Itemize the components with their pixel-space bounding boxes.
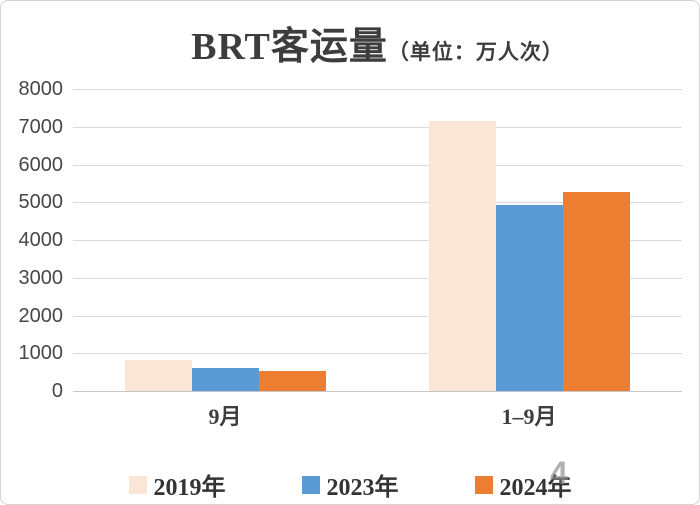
legend-label: 2023年 [326, 475, 399, 501]
bar-2024年-9月 [259, 371, 326, 391]
gridline [73, 278, 682, 279]
legend-item-2023年: 2023年 [301, 467, 399, 502]
chart-title-unit: （单位：万人次） [387, 40, 564, 64]
gridline [73, 240, 682, 241]
gridline [73, 202, 682, 203]
y-tick-label: 8000 [18, 78, 64, 100]
y-tick-label: 6000 [18, 154, 64, 176]
legend-swatch [301, 475, 320, 494]
legend-item-2019年: 2019年 [128, 467, 226, 502]
gridline [73, 89, 682, 90]
y-tick-label: 5000 [18, 191, 64, 213]
bar-2019年-9月 [125, 360, 192, 391]
legend-swatch [128, 475, 147, 494]
gridline [73, 353, 682, 354]
x-category-label: 1–9月 [501, 404, 557, 429]
y-tick-label: 4000 [18, 229, 64, 251]
y-tick-label: 0 [51, 380, 63, 402]
legend-item-2024年: 2024年 [474, 467, 572, 502]
y-tick-label: 1000 [18, 342, 64, 364]
bar-2024年-1–9月 [563, 192, 630, 391]
x-category-label: 9月 [208, 404, 242, 429]
bar-2019年-1–9月 [429, 121, 496, 391]
legend-label: 2024年 [499, 475, 572, 501]
gridline [73, 127, 682, 128]
legend: 2019年 2023年 2024年 [1, 467, 699, 502]
bar-2023年-1–9月 [496, 205, 563, 391]
x-axis-baseline [73, 391, 682, 392]
gridline [73, 165, 682, 166]
bar-2023年-9月 [192, 368, 259, 391]
legend-label: 2019年 [153, 475, 226, 501]
gridline [73, 316, 682, 317]
legend-swatch [474, 475, 493, 494]
y-tick-label: 3000 [18, 267, 64, 289]
y-tick-label: 7000 [18, 116, 64, 138]
chart-title: BRT客运量（单位：万人次） [73, 15, 682, 70]
chart-title-main: BRT客运量 [191, 26, 388, 68]
y-tick-label: 2000 [18, 305, 64, 327]
